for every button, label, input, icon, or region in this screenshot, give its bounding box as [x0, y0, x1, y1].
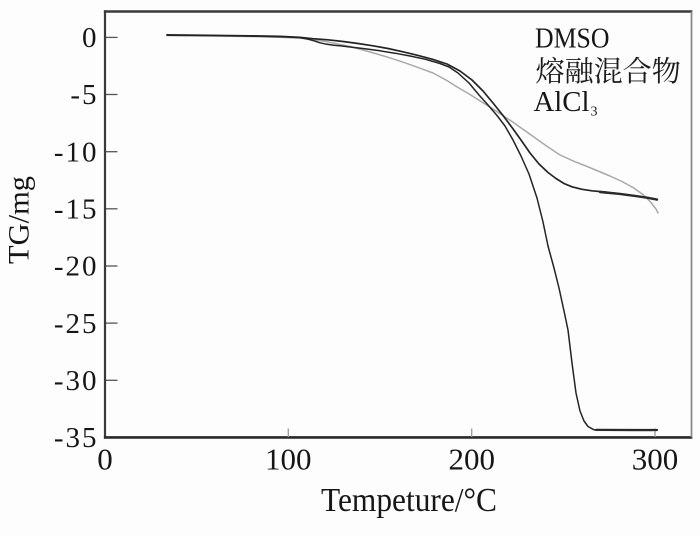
svg-text:0: 0 — [97, 442, 113, 477]
svg-text:-15: -15 — [54, 194, 99, 226]
svg-text:200: 200 — [448, 442, 495, 477]
svg-text:-5: -5 — [70, 79, 98, 111]
svg-text:DMSO: DMSO — [535, 23, 610, 55]
svg-text:-35: -35 — [54, 422, 99, 454]
svg-text:Tempeture/°C: Tempeture/°C — [321, 482, 497, 519]
svg-text:100: 100 — [265, 442, 312, 477]
svg-text:3: 3 — [591, 105, 598, 120]
svg-text:0: 0 — [82, 22, 99, 54]
svg-text:TG/mg: TG/mg — [3, 176, 36, 264]
svg-text:AlCl: AlCl — [534, 86, 590, 118]
svg-text:-25: -25 — [54, 308, 99, 340]
svg-text:-20: -20 — [54, 251, 99, 283]
svg-text:300: 300 — [632, 442, 679, 477]
svg-text:-30: -30 — [54, 365, 99, 397]
svg-text:-10: -10 — [54, 136, 99, 168]
